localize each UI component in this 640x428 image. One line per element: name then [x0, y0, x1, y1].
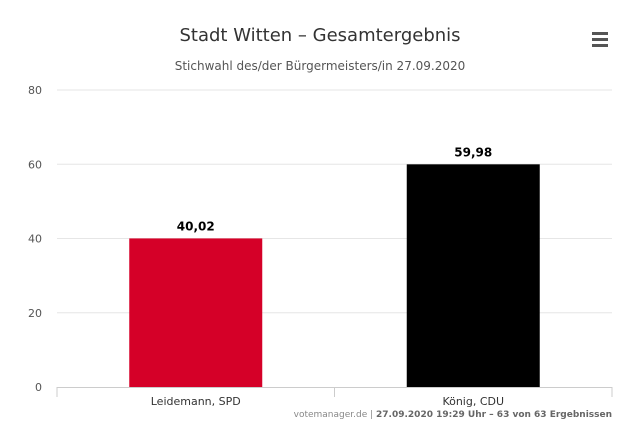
x-axis: Leidemann, SPD König, CDU	[56, 387, 613, 408]
data-labels: 40,02 59,98	[177, 145, 492, 233]
y-tick-label: 20	[28, 307, 42, 320]
x-tick-label: Leidemann, SPD	[151, 395, 241, 408]
data-label: 40,02	[177, 219, 215, 233]
hamburger-menu-icon[interactable]	[588, 28, 612, 50]
credits[interactable]: votemanager.de | 27.09.2020 19:29 Uhr – …	[294, 410, 612, 420]
data-label: 59,98	[454, 145, 492, 159]
credits-separator: |	[367, 410, 376, 420]
credits-source: votemanager.de	[294, 410, 368, 420]
bar	[406, 164, 540, 387]
bars	[129, 164, 540, 387]
bar	[129, 238, 263, 387]
chart-title: Stadt Witten – Gesamtergebnis	[179, 25, 460, 46]
y-tick-label: 40	[28, 233, 42, 246]
chart-subtitle: Stichwahl des/der Bürgermeisters/in 27.0…	[175, 59, 466, 73]
x-tick-label: König, CDU	[442, 395, 504, 408]
y-tick-label: 60	[28, 158, 42, 171]
credits-detail: 27.09.2020 19:29 Uhr – 63 von 63 Ergebni…	[376, 410, 612, 420]
y-tick-label: 80	[28, 84, 42, 97]
y-tick-label: 0	[35, 381, 42, 394]
y-axis-ticks: 0 20 40 60 80	[28, 84, 42, 394]
